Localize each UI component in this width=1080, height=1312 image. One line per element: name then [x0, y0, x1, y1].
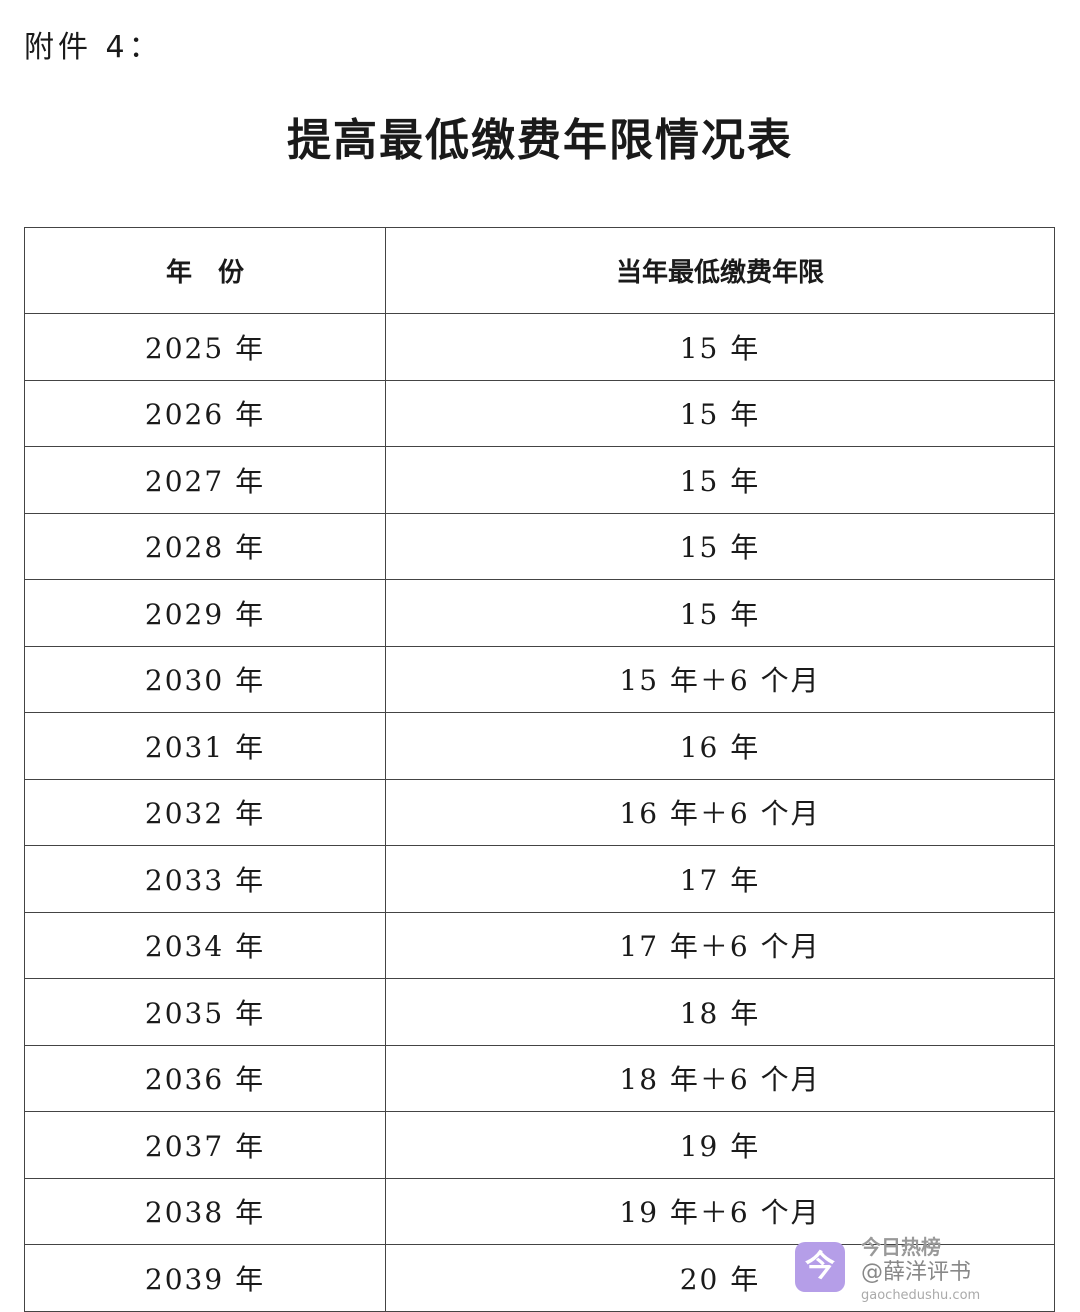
year-cell: 2027 年 — [24, 446, 386, 514]
min-years-cell: 18 年＋6 个月 — [385, 1044, 1055, 1112]
table-row: 2032 年 16 年＋6 个月 — [24, 778, 1055, 846]
year-cell: 2035 年 — [24, 978, 386, 1046]
watermark-app-name: 今日热榜 — [861, 1235, 941, 1259]
year-cell: 2036 年 — [24, 1044, 386, 1112]
min-years-cell: 15 年 — [385, 579, 1055, 647]
year-cell: 2028 年 — [24, 512, 386, 580]
min-years-cell: 15 年 — [385, 446, 1055, 514]
min-years-cell: 15 年 — [385, 379, 1055, 447]
table-row: 2034 年 17 年＋6 个月 — [24, 911, 1055, 979]
watermark-url: gaochedushu.com — [861, 1288, 981, 1303]
watermark: 今 今日热榜 @薛洋评书 gaochedushu.com — [795, 1236, 1075, 1312]
min-years-cell: 20 年 — [385, 1244, 1055, 1312]
watermark-user: @薛洋评书 — [861, 1260, 972, 1285]
attachment-label: 附件 4： — [24, 30, 163, 65]
table-row: 2037 年 19 年 — [24, 1111, 1055, 1179]
year-cell: 2025 年 — [24, 313, 386, 381]
table-row: 2025 年 15 年 — [24, 313, 1055, 381]
min-years-cell: 19 年 — [385, 1111, 1055, 1179]
page-title: 提高最低缴费年限情况表 — [287, 115, 793, 166]
min-years-cell: 16 年 — [385, 712, 1055, 780]
min-years-cell: 15 年＋6 个月 — [385, 645, 1055, 713]
min-years-cell: 15 年 — [385, 313, 1055, 381]
year-cell: 2039 年 — [24, 1244, 386, 1312]
table-row: 2028 年 15 年 — [24, 512, 1055, 580]
table-row: 2039 年 20 年 — [24, 1244, 1055, 1312]
year-cell: 2031 年 — [24, 712, 386, 780]
table-row: 2031 年 16 年 — [24, 712, 1055, 780]
table-row: 2033 年 17 年 — [24, 845, 1055, 913]
table-row: 2029 年 15 年 — [24, 579, 1055, 647]
year-cell: 2038 年 — [24, 1177, 386, 1245]
table-row: 2030 年 15 年＋6 个月 — [24, 645, 1055, 713]
year-cell: 2032 年 — [24, 778, 386, 846]
table-row: 2035 年 18 年 — [24, 978, 1055, 1046]
min-years-cell: 15 年 — [385, 512, 1055, 580]
min-years-cell: 19 年＋6 个月 — [385, 1177, 1055, 1245]
table-row: 2038 年 19 年＋6 个月 — [24, 1177, 1055, 1245]
year-cell: 2029 年 — [24, 579, 386, 647]
min-years-cell: 16 年＋6 个月 — [385, 778, 1055, 846]
year-cell: 2033 年 — [24, 845, 386, 913]
min-years-cell: 17 年＋6 个月 — [385, 911, 1055, 979]
header-min-years: 当年最低缴费年限 — [385, 227, 1055, 314]
year-cell: 2030 年 — [24, 645, 386, 713]
year-cell: 2037 年 — [24, 1111, 386, 1179]
table-header-row: 年 份 当年最低缴费年限 — [24, 227, 1055, 314]
year-cell: 2034 年 — [24, 911, 386, 979]
min-years-cell: 18 年 — [385, 978, 1055, 1046]
header-year: 年 份 — [24, 227, 386, 314]
year-cell: 2026 年 — [24, 379, 386, 447]
app-logo-icon: 今 — [795, 1242, 845, 1292]
table-row: 2027 年 15 年 — [24, 446, 1055, 514]
table-row: 2026 年 15 年 — [24, 379, 1055, 447]
min-years-cell: 17 年 — [385, 845, 1055, 913]
table-row: 2036 年 18 年＋6 个月 — [24, 1044, 1055, 1112]
